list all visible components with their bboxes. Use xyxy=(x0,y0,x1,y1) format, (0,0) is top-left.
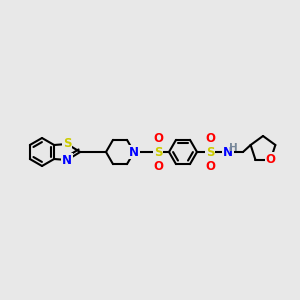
Text: O: O xyxy=(205,160,215,172)
Text: S: S xyxy=(206,146,214,158)
Text: N: N xyxy=(62,154,72,167)
Text: O: O xyxy=(205,131,215,145)
Text: S: S xyxy=(63,137,71,150)
Text: O: O xyxy=(153,160,163,172)
Text: O: O xyxy=(266,153,276,166)
Text: H: H xyxy=(229,143,237,153)
Text: O: O xyxy=(153,131,163,145)
Text: N: N xyxy=(223,146,233,158)
Text: N: N xyxy=(129,146,139,158)
Text: S: S xyxy=(154,146,162,158)
